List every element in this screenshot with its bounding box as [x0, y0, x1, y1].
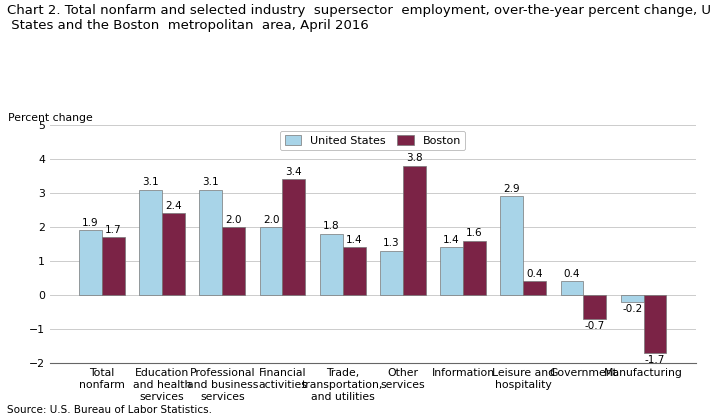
- Text: 1.7: 1.7: [105, 225, 121, 235]
- Bar: [283, 179, 305, 295]
- Text: 3.1: 3.1: [202, 177, 219, 187]
- Bar: [162, 214, 185, 295]
- Text: 2.9: 2.9: [503, 184, 520, 194]
- Bar: [380, 251, 403, 295]
- Bar: [200, 190, 222, 295]
- Text: -0.2: -0.2: [622, 304, 643, 314]
- Text: Source: U.S. Bureau of Labor Statistics.: Source: U.S. Bureau of Labor Statistics.: [7, 405, 212, 415]
- Bar: [643, 295, 667, 353]
- Text: Percent change: Percent change: [8, 113, 92, 123]
- Text: 1.3: 1.3: [383, 239, 400, 249]
- Bar: [320, 234, 343, 295]
- Text: 2.0: 2.0: [226, 215, 242, 225]
- Text: 2.0: 2.0: [263, 215, 279, 225]
- Bar: [560, 281, 584, 295]
- Text: 0.4: 0.4: [564, 269, 580, 279]
- Bar: [584, 295, 606, 319]
- Text: 3.4: 3.4: [285, 167, 302, 177]
- Bar: [79, 230, 102, 295]
- Text: 0.4: 0.4: [526, 269, 543, 279]
- Legend: United States, Boston: United States, Boston: [280, 131, 465, 150]
- Text: 3.8: 3.8: [406, 153, 422, 163]
- Text: 1.4: 1.4: [443, 235, 460, 245]
- Text: -0.7: -0.7: [585, 321, 605, 331]
- Text: 3.1: 3.1: [143, 177, 159, 187]
- Bar: [501, 196, 523, 295]
- Text: 1.8: 1.8: [323, 221, 339, 231]
- Bar: [463, 241, 486, 295]
- Bar: [621, 295, 643, 301]
- Bar: [523, 281, 546, 295]
- Bar: [222, 227, 245, 295]
- Bar: [343, 247, 366, 295]
- Text: 2.4: 2.4: [165, 201, 182, 211]
- Text: -1.7: -1.7: [645, 355, 665, 365]
- Text: 1.9: 1.9: [82, 218, 99, 228]
- Bar: [260, 227, 283, 295]
- Bar: [102, 237, 125, 295]
- Text: 1.6: 1.6: [466, 228, 483, 238]
- Bar: [440, 247, 463, 295]
- Bar: [403, 166, 426, 295]
- Text: Chart 2. Total nonfarm and selected industry  supersector  employment, over-the-: Chart 2. Total nonfarm and selected indu…: [7, 4, 710, 32]
- Text: 1.4: 1.4: [346, 235, 362, 245]
- Bar: [139, 190, 162, 295]
